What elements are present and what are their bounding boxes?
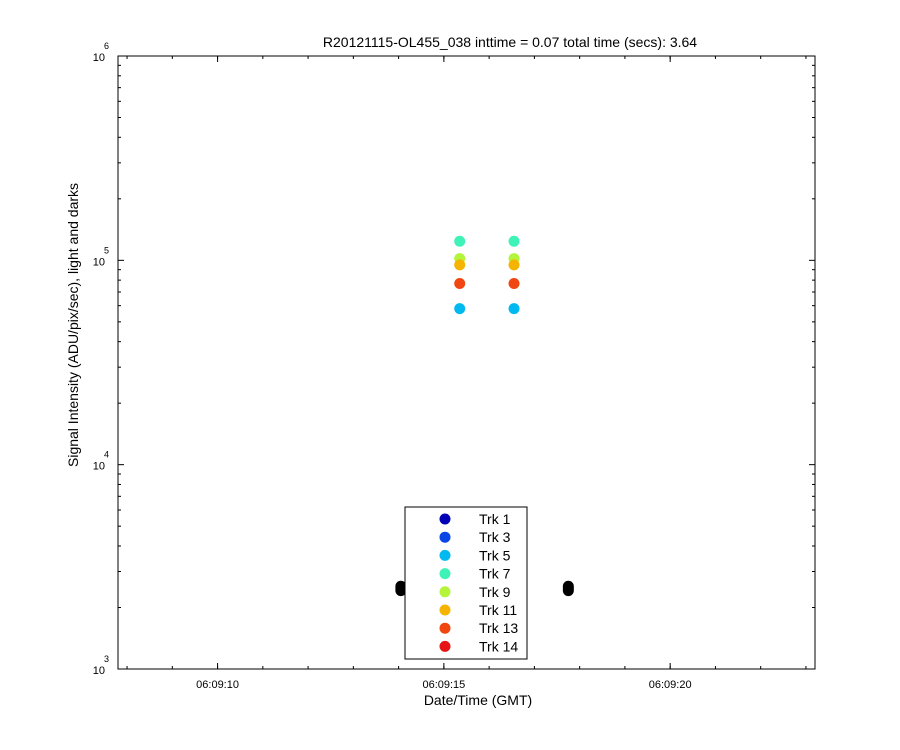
data-point-trk-13 <box>508 278 520 290</box>
legend-label: Trk 9 <box>479 584 511 600</box>
legend-marker-trk-1 <box>439 513 451 525</box>
data-point-trk-11 <box>454 259 466 271</box>
x-tick-label: 06:09:10 <box>196 679 239 691</box>
legend-label: Trk 5 <box>479 547 511 563</box>
legend-label: Trk 7 <box>479 566 511 582</box>
legend-label: Trk 1 <box>479 511 511 527</box>
y-tick-label-base: 10 <box>93 665 105 677</box>
y-tick-label-exponent: 6 <box>104 41 109 51</box>
data-point-trk-5 <box>508 303 520 315</box>
legend-marker-trk-14 <box>439 640 451 652</box>
legend-label: Trk 3 <box>479 529 511 545</box>
data-point-trk-7 <box>508 235 520 247</box>
legend-marker-trk-7 <box>439 568 451 580</box>
legend-marker-trk-13 <box>439 622 451 634</box>
legend-marker-trk-11 <box>439 604 451 616</box>
legend-label: Trk 11 <box>479 602 517 618</box>
chart-title: R20121115-OL455_038 inttime = 0.07 total… <box>323 34 697 50</box>
x-tick-label: 06:09:20 <box>649 679 692 691</box>
x-tick-label: 06:09:15 <box>422 679 465 691</box>
y-tick-label-base: 10 <box>93 256 105 268</box>
y-axis-label: Signal Intensity (ADU/pix/sec), light an… <box>65 183 81 467</box>
legend-marker-trk-9 <box>439 586 451 598</box>
legend-label: Trk 14 <box>479 638 518 654</box>
data-point-trk-11 <box>508 259 520 271</box>
legend-label: Trk 13 <box>479 620 518 636</box>
plot-area-frame <box>117 55 816 670</box>
dark-point <box>395 580 407 592</box>
dark-point <box>562 580 574 592</box>
legend-marker-trk-3 <box>439 531 451 543</box>
y-tick-label-base: 10 <box>93 52 105 64</box>
legend-box <box>404 506 528 660</box>
y-tick-label-exponent: 3 <box>104 654 109 664</box>
y-tick-label-base: 10 <box>93 461 105 473</box>
data-marks <box>395 235 574 597</box>
y-tick-label-exponent: 5 <box>104 245 109 255</box>
y-tick-label-exponent: 4 <box>104 450 109 460</box>
data-point-trk-5 <box>454 303 466 315</box>
legend: Trk 1 Trk 3 Trk 5 Trk 7 Trk 9 Trk 11 Trk 13 Trk… <box>404 506 528 660</box>
x-axis-label: Date/Time (GMT) <box>424 692 532 708</box>
data-point-trk-7 <box>454 235 466 247</box>
data-point-trk-13 <box>454 278 466 290</box>
legend-marker-trk-5 <box>439 549 451 561</box>
